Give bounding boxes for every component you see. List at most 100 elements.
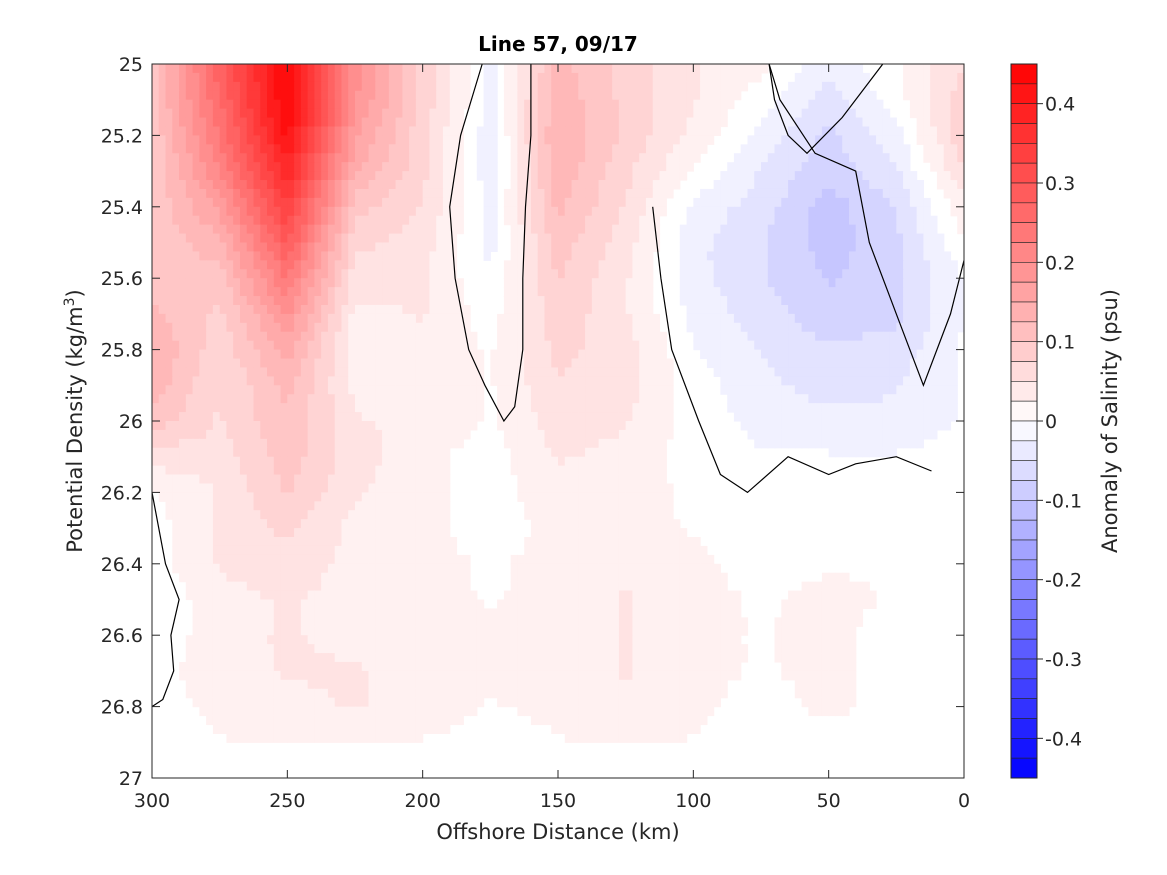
heatmap-cell <box>618 287 627 297</box>
heatmap-cell <box>842 421 850 431</box>
heatmap-cell <box>294 242 302 253</box>
heatmap-cell <box>307 376 315 386</box>
heatmap-cell <box>497 349 505 360</box>
heatmap-cell <box>564 206 573 217</box>
heatmap-cell <box>781 278 789 288</box>
heatmap-cell <box>788 180 796 190</box>
heatmap-cell <box>267 64 275 74</box>
heatmap-cell <box>321 474 329 485</box>
heatmap-cell <box>571 197 579 208</box>
heatmap-cell <box>815 108 823 119</box>
heatmap-cell <box>287 233 295 244</box>
heatmap-cell <box>645 296 654 306</box>
heatmap-cell <box>172 206 180 217</box>
heatmap-cell <box>395 251 403 261</box>
heatmap-cell <box>848 162 857 172</box>
heatmap-cell <box>158 349 167 360</box>
heatmap-cell <box>835 72 843 83</box>
heatmap-cell <box>612 313 620 324</box>
heatmap-cell <box>199 483 207 493</box>
heatmap-cell <box>842 349 850 360</box>
heatmap-cell <box>348 81 356 92</box>
heatmap-cell <box>314 99 322 110</box>
heatmap-cell <box>158 64 167 74</box>
heatmap-cell <box>537 242 546 253</box>
heatmap-cell <box>727 394 735 404</box>
heatmap-cell <box>348 358 356 369</box>
heatmap-cell <box>571 90 579 101</box>
heatmap-cell <box>206 99 214 110</box>
heatmap-cell <box>260 117 268 128</box>
heatmap-cell <box>415 296 424 306</box>
heatmap-cell <box>355 429 363 440</box>
heatmap-cell <box>679 287 688 297</box>
heatmap-cell <box>172 313 180 324</box>
heatmap-cell <box>848 447 857 458</box>
heatmap-cell <box>943 313 952 324</box>
heatmap-cell <box>436 269 444 279</box>
heatmap-cell <box>761 251 769 261</box>
heatmap-cell <box>794 233 803 244</box>
heatmap-cell <box>625 162 634 172</box>
heatmap-cell <box>618 296 627 306</box>
heatmap-cell <box>273 242 282 253</box>
heatmap-cell <box>659 206 667 217</box>
heatmap-cell <box>287 90 295 101</box>
heatmap-cell <box>564 304 573 315</box>
heatmap-cell <box>253 367 261 377</box>
heatmap-cell <box>158 117 167 128</box>
heatmap-cell <box>280 340 288 351</box>
heatmap-cell <box>605 269 613 279</box>
heatmap-cell <box>503 81 512 92</box>
heatmap-cell <box>862 215 870 226</box>
heatmap-cell <box>470 349 478 360</box>
heatmap-cell <box>253 269 261 279</box>
heatmap-cell <box>930 269 938 279</box>
heatmap-cell <box>686 135 694 145</box>
heatmap-cell <box>260 224 268 235</box>
heatmap-cell <box>280 296 288 306</box>
heatmap-cell <box>923 242 931 253</box>
heatmap-cell <box>436 304 444 315</box>
heatmap-cell <box>368 483 376 493</box>
heatmap-cell <box>801 287 809 297</box>
heatmap-cell <box>219 144 228 154</box>
heatmap-cell <box>930 144 938 154</box>
heatmap-cell <box>294 269 302 279</box>
heatmap-cell <box>936 421 945 431</box>
heatmap-cell <box>551 144 559 154</box>
heatmap-cell <box>882 331 891 342</box>
heatmap-cell <box>226 376 234 386</box>
heatmap-cell <box>442 394 451 404</box>
heatmap-cell <box>415 72 424 83</box>
heatmap-cell <box>808 72 816 83</box>
heatmap-cell <box>510 278 518 288</box>
heatmap-cell <box>686 278 694 288</box>
heatmap-cell <box>632 331 640 342</box>
heatmap-cell <box>524 296 532 306</box>
heatmap-cell <box>605 403 613 413</box>
heatmap-cell <box>700 135 708 145</box>
heatmap-cell <box>720 188 728 199</box>
heatmap-cell <box>510 376 518 386</box>
heatmap-cell <box>652 224 661 235</box>
heatmap-cell <box>591 367 600 377</box>
heatmap-cell <box>896 260 904 270</box>
heatmap-cell <box>212 278 221 288</box>
heatmap-cell <box>835 260 843 270</box>
heatmap-cell <box>544 108 552 119</box>
heatmap-cell <box>382 296 390 306</box>
heatmap-cell <box>280 242 288 253</box>
heatmap-cell <box>524 447 532 458</box>
heatmap-cell <box>219 358 228 369</box>
heatmap-cell <box>551 99 559 110</box>
heatmap-cell <box>158 278 167 288</box>
heatmap-cell <box>679 72 688 83</box>
heatmap-cell <box>544 412 552 422</box>
heatmap-cell <box>930 224 938 235</box>
heatmap-cell <box>578 197 586 208</box>
heatmap-cell <box>497 340 505 351</box>
heatmap-cell <box>801 233 809 244</box>
heatmap-cell <box>571 438 579 449</box>
heatmap-cell <box>693 340 701 351</box>
